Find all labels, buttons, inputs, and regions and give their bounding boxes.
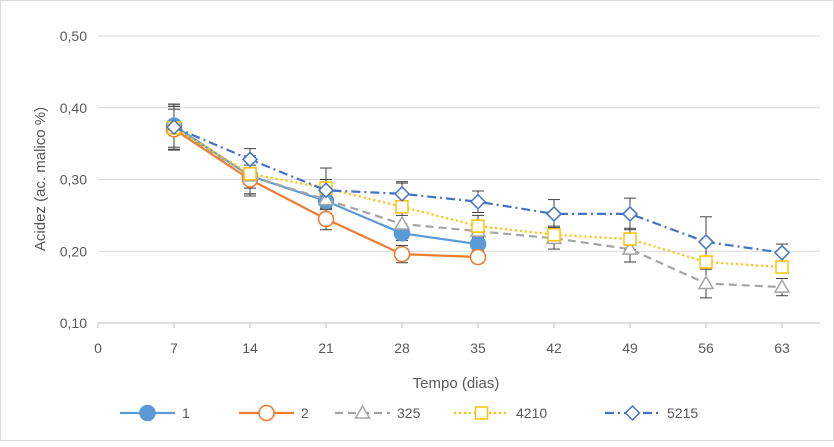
data-point-325 [317,191,335,206]
legend-label: 325 [397,405,421,421]
legend-marker [474,406,489,420]
data-point-5215 [241,151,259,168]
legend-item-5215: 5215 [605,404,698,422]
y-tick-label: 0,50 [60,28,87,44]
legend-label: 5215 [667,405,698,421]
x-tick-label: 0 [94,340,102,356]
legend-marker [139,404,156,422]
gridlines [98,35,820,252]
data-point-5215 [773,244,791,261]
legend-item-2: 2 [239,404,309,422]
data-point-5215 [469,193,487,210]
legend-label: 2 [301,405,309,421]
x-tick-label: 56 [698,340,714,356]
data-point-5215 [165,119,183,136]
legend-label: 1 [182,405,190,421]
series-group [165,103,791,299]
data-point-325 [773,278,791,293]
x-tick-label: 63 [774,340,790,356]
y-axis-title: Acidez (ac. malico %) [32,107,49,251]
data-point-4210 [623,232,637,246]
legend-marker [624,404,641,422]
y-tick-label: 0,40 [60,100,87,116]
data-point-325 [697,275,715,290]
data-point-2 [317,210,335,228]
data-point-325 [393,215,411,230]
x-tick-label: 28 [394,340,410,356]
y-tick-label: 0,10 [60,315,87,331]
data-point-5215 [545,205,563,223]
legend: 1 2 325 4210 5215 [120,404,698,422]
legend-item-325: 325 [335,404,421,421]
y-tick-label: 0,20 [60,243,87,259]
x-axis-title: Tempo (dias) [413,375,500,392]
data-point-5215 [393,185,411,202]
x-tick-label: 21 [318,340,334,356]
data-point-4210 [699,255,713,269]
data-point-325 [621,240,639,255]
data-point-4210 [395,200,409,214]
data-point-2 [393,245,411,263]
y-tick-label: 0,30 [60,172,87,188]
legend-label: 4210 [516,405,547,421]
legend-item-1: 1 [120,404,190,422]
data-point-5215 [317,182,335,199]
legend-item-4210: 4210 [454,405,547,421]
data-point-2 [469,248,487,266]
x-tick-label: 14 [242,340,258,356]
series-5215 [165,119,791,261]
data-point-5215 [621,205,639,223]
axes: 0,10 0,20 0,30 0,40 0,50 0 7 14 21 28 35 42 49 56 63 [60,28,820,356]
x-tick-label: 7 [170,340,178,356]
data-point-5215 [697,233,715,250]
x-tick-label: 49 [622,340,638,356]
data-point-4210 [547,227,561,242]
legend-marker [258,404,275,422]
x-tick-label: 35 [470,340,486,356]
data-point-4210 [471,219,485,233]
x-tick-label: 42 [546,340,562,356]
legend-marker [354,404,371,419]
data-point-4210 [243,167,257,181]
data-point-4210 [775,260,789,274]
